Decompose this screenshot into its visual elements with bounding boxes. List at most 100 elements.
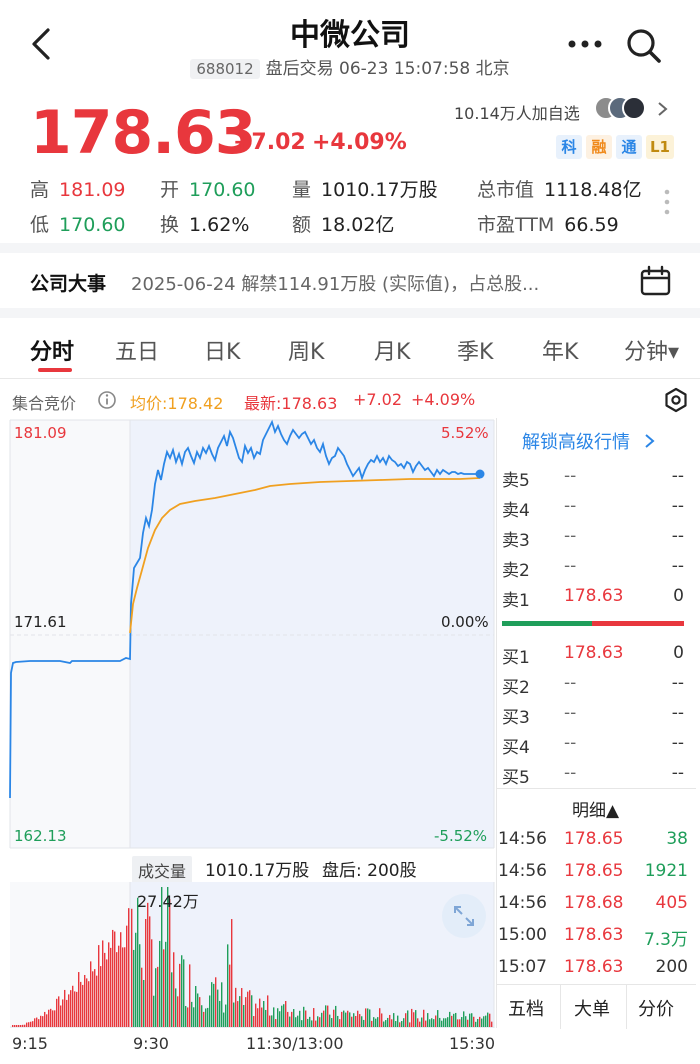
calendar-icon[interactable] <box>640 265 672 297</box>
expand-button[interactable] <box>442 894 486 938</box>
more-icon[interactable] <box>566 36 604 52</box>
volume-bar <box>299 1010 301 1027</box>
volume-bar <box>417 1018 419 1027</box>
volume-bar <box>381 1013 383 1027</box>
volume-bar <box>291 1011 293 1027</box>
tab-intraday[interactable]: 分时 <box>30 340 75 365</box>
volume-bar <box>275 1019 277 1027</box>
bid-level-label: 买1 <box>502 648 530 668</box>
details-header[interactable]: 明细▲ <box>572 801 620 821</box>
trade-volume: 38 <box>666 829 688 849</box>
volume-bar <box>149 916 151 1027</box>
volume-bar <box>297 1015 299 1027</box>
search-icon[interactable] <box>624 26 664 66</box>
volume-bar <box>405 1013 407 1027</box>
volume-bar <box>475 1021 477 1027</box>
volume-bar <box>253 1016 255 1027</box>
settings-icon[interactable] <box>663 387 689 413</box>
bid-row[interactable]: 买5 -- -- <box>502 763 692 793</box>
bid-price: -- <box>564 733 577 753</box>
volume-bar <box>283 1004 285 1027</box>
volume-bar <box>383 1021 385 1027</box>
volume-bar <box>50 1008 52 1027</box>
trade-time: 15:07 <box>498 957 547 977</box>
company-events-row[interactable]: 公司大事 2025-06-24 解禁114.91万股 (实际值)，占总股... <box>0 253 700 308</box>
trade-price: 178.63 <box>564 957 624 977</box>
volume-bar <box>441 1020 443 1027</box>
avatar <box>622 96 646 120</box>
volume-bar <box>203 1011 205 1027</box>
volume-bar <box>415 1010 417 1027</box>
unlock-advanced-quotes[interactable]: 解锁高级行情 <box>522 428 656 454</box>
volume-bar <box>307 1018 309 1027</box>
volume-bar <box>295 1017 297 1027</box>
tab-quarterly-k[interactable]: 季K <box>457 340 494 365</box>
info-icon[interactable] <box>97 390 117 410</box>
chevron-right-icon[interactable] <box>656 101 670 117</box>
volume-bar <box>305 1010 307 1027</box>
volume-bar <box>335 1005 337 1027</box>
trade-time: 15:00 <box>498 925 547 945</box>
volume-bar <box>12 1025 14 1027</box>
watcher-avatars[interactable] <box>594 96 650 122</box>
volume-bar <box>82 984 84 1027</box>
volume-bar <box>393 1013 395 1027</box>
period-tabs: 分时 五日 日K 周K 月K 季K 年K 分钟▾ <box>0 318 700 378</box>
bid-row[interactable]: 买2 -- -- <box>502 673 692 703</box>
tab-yearly-k[interactable]: 年K <box>542 340 579 365</box>
volume-bar <box>233 1002 235 1027</box>
volume-bar <box>289 1016 291 1027</box>
volume-bar <box>143 979 145 1027</box>
volume-bar <box>165 941 167 1027</box>
volume-bar <box>301 1020 303 1027</box>
volume-bar <box>120 932 122 1027</box>
volume-bar <box>453 1013 455 1027</box>
volume-bar <box>179 963 181 1027</box>
bid-row[interactable]: 买1 178.63 0 <box>502 643 692 673</box>
bid-row[interactable]: 买4 -- -- <box>502 733 692 763</box>
tab-price-distribution[interactable]: 分价 <box>638 999 674 1020</box>
ask-row[interactable]: 卖3 -- -- <box>502 526 692 556</box>
volume-bar <box>247 991 249 1027</box>
volume-bar <box>88 981 90 1027</box>
intraday-price-chart[interactable] <box>0 418 496 858</box>
volume-bar <box>193 1007 195 1027</box>
volume-bar <box>311 1020 313 1027</box>
volume-bar <box>96 975 98 1027</box>
ask-price: -- <box>564 466 577 486</box>
volume-bar <box>173 952 175 1027</box>
ask-volume: 0 <box>673 586 684 606</box>
bid-volume: 0 <box>673 643 684 663</box>
volume-bar <box>102 940 104 1027</box>
ask-row[interactable]: 卖1 178.63 0 <box>502 586 692 616</box>
tab-daily-k[interactable]: 日K <box>204 340 241 365</box>
bid-row[interactable]: 买3 -- -- <box>502 703 692 733</box>
ask-row[interactable]: 卖5 -- -- <box>502 466 692 496</box>
volume-bar <box>68 994 70 1027</box>
volume-label[interactable]: 成交量 <box>132 856 193 884</box>
tab-large-orders[interactable]: 大单 <box>574 999 610 1020</box>
tab-monthly-k[interactable]: 月K <box>374 340 411 365</box>
volume-bar <box>319 1017 321 1027</box>
tab-five-levels[interactable]: 五档 <box>508 999 544 1020</box>
volume-bar <box>471 1013 473 1027</box>
tab-minute[interactable]: 分钟▾ <box>624 340 680 365</box>
back-icon[interactable] <box>28 26 54 62</box>
volume-bar <box>185 1006 187 1027</box>
tab-5day[interactable]: 五日 <box>115 340 160 365</box>
vertical-more-icon[interactable] <box>662 188 672 218</box>
volume-bar <box>423 1009 425 1027</box>
volume-bar <box>371 1020 373 1027</box>
trade-volume: 7.3万 <box>643 930 688 950</box>
ask-row[interactable]: 卖2 -- -- <box>502 556 692 586</box>
axis-low-pct: -5.52% <box>434 827 488 845</box>
volume-bar <box>435 1015 437 1027</box>
events-label: 公司大事 <box>30 273 107 295</box>
tab-weekly-k[interactable]: 周K <box>288 340 325 365</box>
stock-code: 688012 <box>190 59 260 79</box>
volume-bar <box>315 1020 317 1027</box>
ask-strength-bar <box>592 621 684 626</box>
ask-row[interactable]: 卖4 -- -- <box>502 496 692 526</box>
volume-bar <box>118 945 120 1027</box>
volume-bar <box>361 1016 363 1027</box>
